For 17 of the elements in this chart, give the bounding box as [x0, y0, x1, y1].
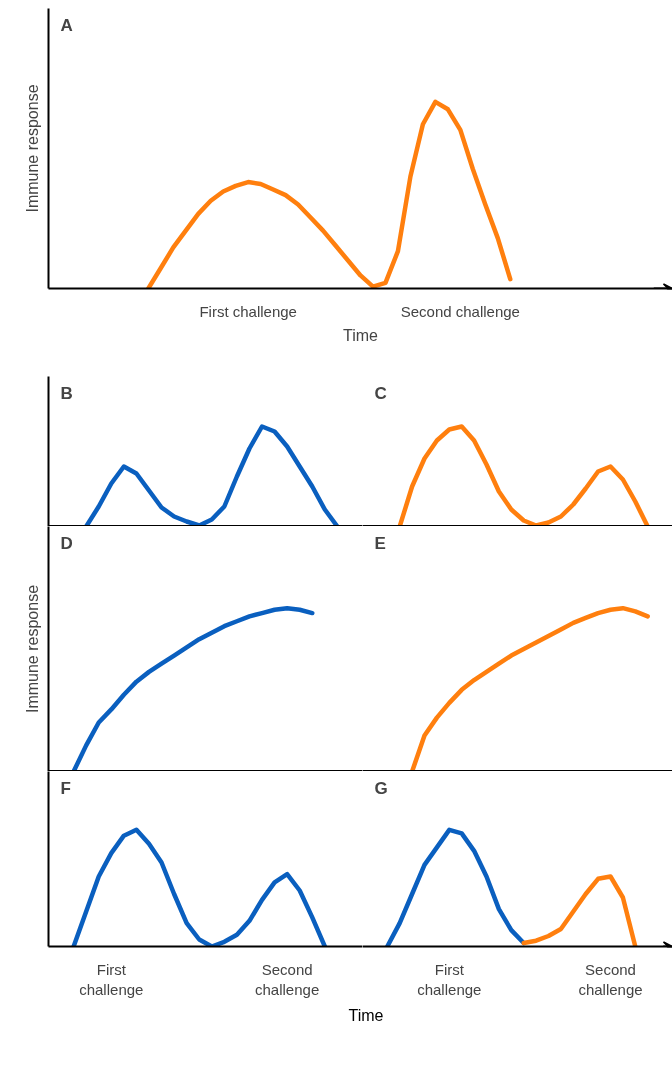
chart-title: E	[374, 533, 386, 553]
x-tick-label: Second challenge	[578, 960, 643, 998]
x-axis-title: Time	[343, 326, 379, 344]
y-axis-title: Immune response	[23, 584, 41, 714]
chart-title: D	[60, 533, 73, 553]
x-tick-label: First challenge	[199, 302, 297, 320]
chart-title: C	[374, 383, 387, 403]
x-tick-label: Second challenge	[400, 302, 520, 320]
chart-title: B	[60, 383, 73, 403]
x-tick-label: Second challenge	[255, 960, 320, 998]
x-tick-label: First challenge	[79, 960, 144, 998]
x-tick-label: First challenge	[417, 960, 482, 998]
x-axis-title: Time	[348, 1006, 384, 1026]
chart-title: A	[60, 15, 73, 35]
chart-title: F	[60, 778, 71, 798]
chart-title: G	[374, 778, 388, 798]
y-axis-title: Immune response	[23, 84, 41, 213]
